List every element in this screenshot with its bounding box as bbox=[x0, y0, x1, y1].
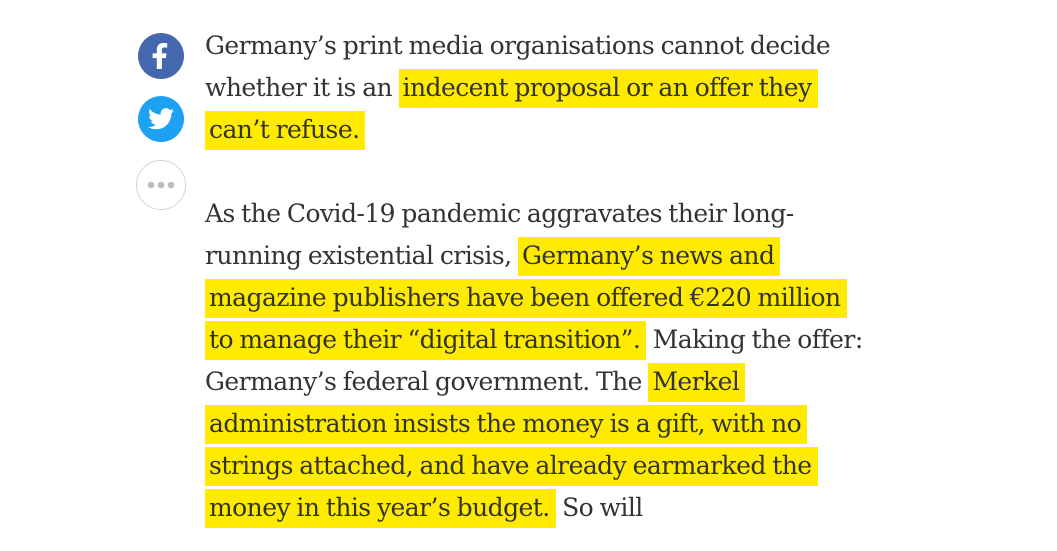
twitter-icon bbox=[148, 108, 174, 130]
paragraph-1-text: Germany’s print media organisations cann… bbox=[205, 31, 831, 102]
more-dots-icon bbox=[147, 181, 175, 189]
paragraph-2-text-1: As the Covid-19 pandemic aggravates thei… bbox=[205, 199, 794, 270]
paragraph-2-text-3: So will bbox=[562, 493, 643, 522]
paragraph-2-text-2: Making the offer: Germany’s federal gove… bbox=[205, 325, 863, 396]
paragraph-1: Germany’s print media organisations cann… bbox=[205, 25, 865, 151]
more-share-button[interactable] bbox=[136, 160, 186, 210]
paragraph-2: As the Covid-19 pandemic aggravates thei… bbox=[205, 193, 865, 529]
twitter-share-button[interactable] bbox=[138, 96, 184, 142]
article-body: Germany’s print media organisations cann… bbox=[205, 25, 865, 529]
facebook-icon bbox=[152, 43, 168, 69]
facebook-share-button[interactable] bbox=[138, 33, 184, 79]
